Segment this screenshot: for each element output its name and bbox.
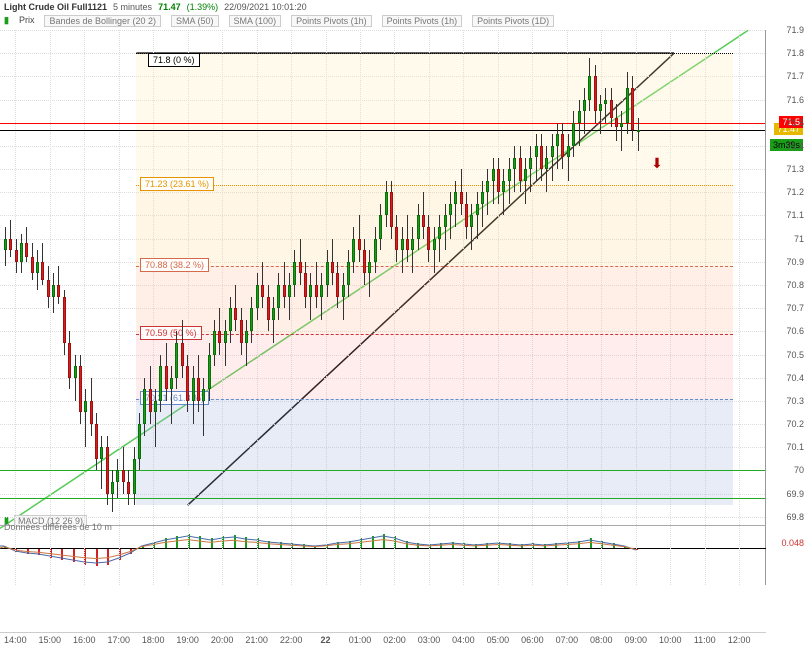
indicator-bar: ▮ Prix Bandes de Bollinger (20 2) SMA (5… [0, 14, 806, 28]
price-label: Prix [19, 15, 35, 27]
down-arrow-icon: ⬇ [651, 155, 663, 172]
indicator-sma50[interactable]: SMA (50) [171, 15, 219, 27]
x-tick: 14:00 [4, 635, 27, 645]
y-axis: 69.8 69.9 70 70.1 70.2 70.3 70.4 70.5 70.6 70.7 70… [766, 30, 806, 585]
y-tick: 71.6 [786, 95, 804, 105]
x-tick: 09:00 [625, 635, 648, 645]
y-tick: 71.2 [786, 187, 804, 197]
y-tick: 70.7 [786, 303, 804, 313]
y-tick: 69.9 [786, 489, 804, 499]
indicator-pivots-1h-a[interactable]: Points Pivots (1h) [291, 15, 372, 27]
y-tick: 71.5 [786, 118, 804, 128]
x-tick: 03:00 [418, 635, 441, 645]
x-tick: 01:00 [349, 635, 372, 645]
fib-label: 71.23 (23.61 %) [140, 177, 214, 191]
x-tick: 12:00 [728, 635, 751, 645]
current-price: 71.47 [158, 2, 181, 12]
y-tick: 70.1 [786, 442, 804, 452]
x-tick: 02:00 [383, 635, 406, 645]
indicator-pivots-1d[interactable]: Points Pivots (1D) [472, 15, 554, 27]
datetime-label: 22/09/2021 10:01:20 [224, 2, 307, 12]
price-chart[interactable]: ▮ MACD (12 26 9) 0.048 71.23 (23.61 %) 70… [0, 30, 766, 585]
x-tick: 11:00 [694, 635, 716, 645]
instrument-title: Light Crude Oil Full1121 [4, 2, 107, 12]
y-tick: 71.1 [786, 210, 804, 220]
x-tick: 22:00 [280, 635, 303, 645]
timeframe-label: 5 minutes [113, 2, 152, 12]
x-tick: 19:00 [176, 635, 199, 645]
y-tick: 71.7 [786, 71, 804, 81]
x-tick: 06:00 [521, 635, 544, 645]
y-tick: 70 [794, 465, 804, 475]
deferred-data-label: Données différées de 10 m [4, 522, 112, 532]
y-tick: 70.8 [786, 280, 804, 290]
percent-change: (1.39%) [187, 2, 219, 12]
y-tick: 69.8 [786, 512, 804, 522]
y-tick: 71.8 [786, 48, 804, 58]
chart-header: Light Crude Oil Full1121 5 minutes 71.47… [0, 0, 806, 14]
indicator-sma100[interactable]: SMA (100) [229, 15, 282, 27]
x-tick: 21:00 [245, 635, 268, 645]
x-tick: 07:00 [556, 635, 579, 645]
y-tick: 71.3 [786, 164, 804, 174]
x-tick: 16:00 [73, 635, 96, 645]
y-tick: 70.9 [786, 257, 804, 267]
x-tick: 17:00 [107, 635, 130, 645]
y-tick: 70.3 [786, 396, 804, 406]
y-tick: 71.9 [786, 25, 804, 35]
y-tick: 70.5 [786, 350, 804, 360]
y-tick: 70.2 [786, 419, 804, 429]
x-tick: 04:00 [452, 635, 475, 645]
x-tick: 10:00 [659, 635, 682, 645]
x-tick: 05:00 [487, 635, 510, 645]
macd-panel: ▮ MACD (12 26 9) 0.048 [0, 525, 766, 570]
x-tick: 20:00 [211, 635, 234, 645]
y-tick: 70.6 [786, 326, 804, 336]
indicator-pivots-1h-b[interactable]: Points Pivots (1h) [382, 15, 463, 27]
x-tick: 15:00 [39, 635, 62, 645]
indicator-bollinger[interactable]: Bandes de Bollinger (20 2) [44, 15, 161, 27]
fib-label: 70.88 (38.2 %) [140, 258, 209, 272]
x-tick: 18:00 [142, 635, 165, 645]
x-tick: 08:00 [590, 635, 613, 645]
x-axis: 14:00 15:00 16:00 17:00 18:00 19:00 20:00 21:00… [0, 632, 766, 647]
y-tick: 70.4 [786, 373, 804, 383]
y-tick: 71 [794, 234, 804, 244]
fib-top-label: 71.8 (0 %) [148, 53, 200, 67]
x-tick: 22 [321, 635, 331, 645]
y-tick: 71.4 [786, 141, 804, 151]
price-indicator-icon: ▮ [4, 15, 9, 27]
fib-label: 70.59 (50 %) [140, 326, 202, 340]
